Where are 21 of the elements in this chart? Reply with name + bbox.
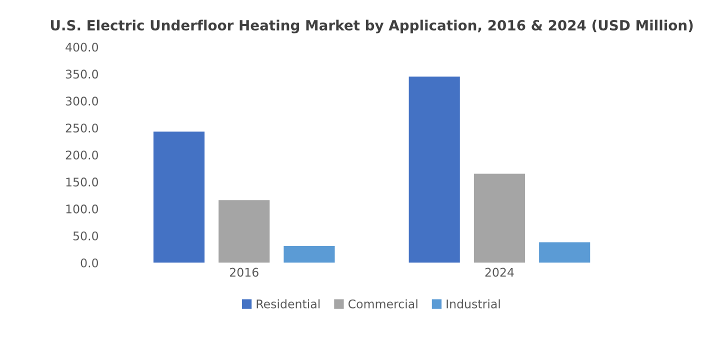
y-tick-label: 250.0 (66, 124, 98, 133)
legend-label: Commercial (348, 299, 418, 308)
legend-label: Residential (256, 299, 320, 308)
bar (153, 132, 205, 263)
x-tick-label: 2016 (230, 268, 258, 277)
bar (284, 246, 335, 263)
y-tick-label: 300.0 (66, 96, 98, 106)
legend-label: Industrial (446, 299, 500, 308)
y-tick-label: 200.0 (66, 150, 98, 160)
bar (408, 76, 460, 263)
y-tick-label: 50.0 (73, 231, 98, 240)
y-tick-label: 400.0 (66, 42, 98, 52)
bar (218, 200, 270, 263)
chart-title: U.S. Electric Underfloor Heating Market by Application, 2016 & 2024 (USD Million) (50, 20, 693, 34)
y-tick-label: 150.0 (66, 178, 98, 186)
x-tick-label: 2024 (485, 268, 514, 277)
y-tick-label: 0.0 (80, 258, 98, 268)
y-tick-label: 100.0 (66, 204, 98, 214)
bar (539, 242, 590, 263)
y-tick-label: 350.0 (66, 70, 98, 79)
bar (474, 174, 526, 263)
